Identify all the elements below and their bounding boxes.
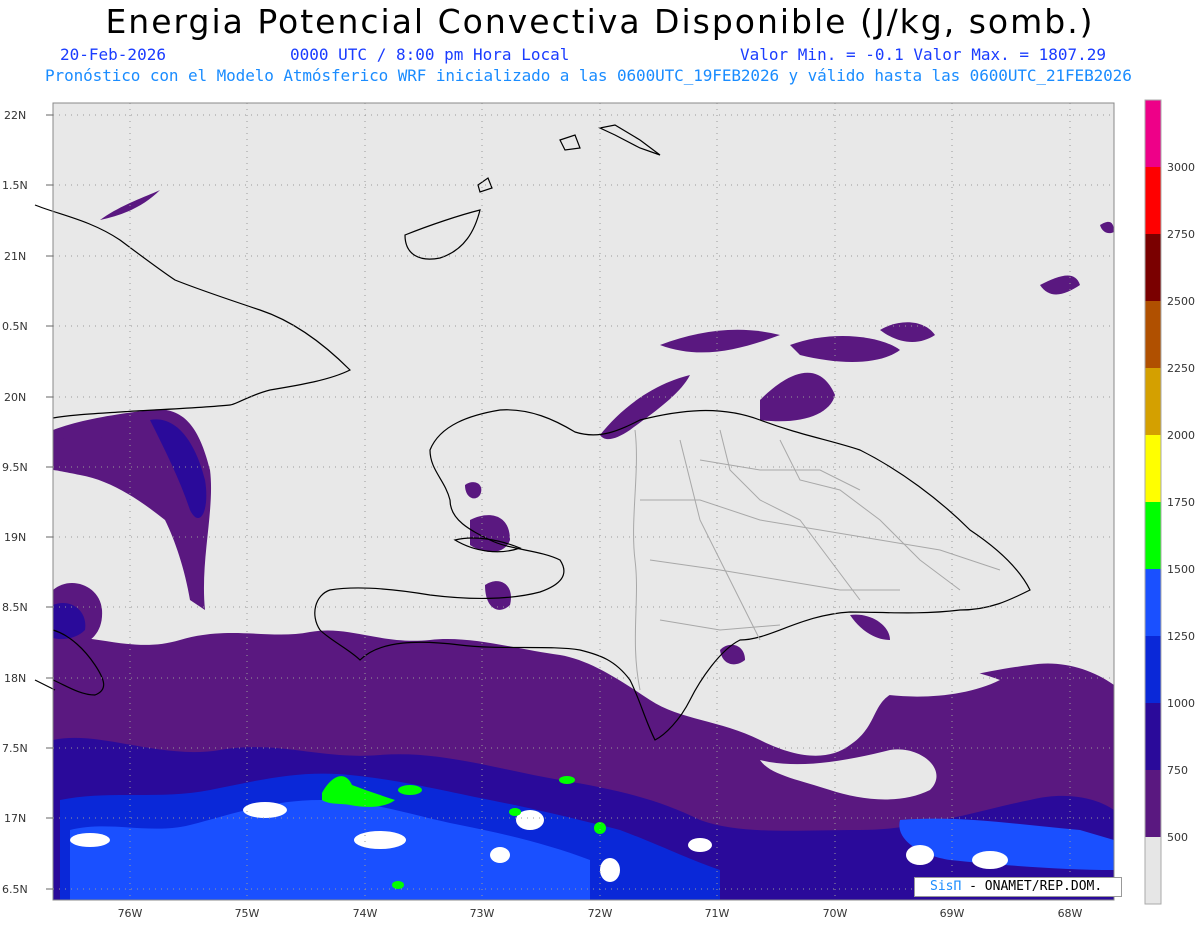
lat-label: 7.5N [2,742,28,755]
lat-label: 1.5N [2,179,28,192]
colorbar-segment [1145,167,1161,234]
colorbar-label: 500 [1167,831,1188,844]
lat-label: 19N [4,531,26,544]
lon-label: 69W [940,907,965,920]
lon-label: 68W [1058,907,1083,920]
colorbar-segment [1145,301,1161,368]
cape-1500-peak [322,776,395,807]
colorbar-segment [1145,569,1161,636]
colorbar-label: 1000 [1167,697,1195,710]
map-frame [52,102,1115,901]
lat-label: 18N [4,672,26,685]
forecast-subtitle: Pronóstico con el Modelo Atmósferico WRF… [45,66,1132,85]
lat-label: 20N [4,391,26,404]
credit-box: SisΠ - ONAMET/REP.DOM. [914,877,1122,897]
latitude-labels: 22N 1.5N 21N 0.5N 20N 9.5N 19N 8.5N 18N … [2,109,28,896]
cape-1250-band [70,800,590,900]
lon-label: 76W [118,907,143,920]
sispi-logo: SisΠ [930,879,962,894]
colorbar: 3000 2750 2500 2250 2000 1750 1500 1250 1000 750 5… [1144,99,1195,905]
colorbar-segment [1145,636,1161,703]
colorbar-label: 1500 [1167,563,1195,576]
forecast-date: 20-Feb-2026 [60,45,166,64]
longitude-labels: 76W 75W 74W 73W 72W 71W 70W 69W 68W [118,907,1083,920]
lon-label: 74W [353,907,378,920]
colorbar-label: 2250 [1167,362,1195,375]
map-title: Energia Potencial Convectiva Disponible … [105,2,1095,41]
lat-label: 9.5N [2,461,28,474]
forecast-time: 0000 UTC / 8:00 pm Hora Local [290,45,570,64]
colorbar-label: 750 [1167,764,1188,777]
colorbar-segment [1145,100,1161,167]
value-range: Valor Min. = -0.1 Valor Max. = 1807.29 [740,45,1107,64]
colorbar-label: 2000 [1167,429,1195,442]
lat-label: 8.5N [2,601,28,614]
colorbar-label: 1750 [1167,496,1195,509]
colorbar-segment [1145,837,1161,904]
colorbar-label: 1250 [1167,630,1195,643]
latitude-ticks [46,114,53,890]
lon-label: 71W [705,907,730,920]
colorbar-label: 2750 [1167,228,1195,241]
graticule [53,103,1114,900]
lat-label: 17N [4,812,26,825]
lon-label: 75W [235,907,260,920]
colorbar-label: 2500 [1167,295,1195,308]
lat-label: 22N [4,109,26,122]
colorbar-segment [1145,502,1161,569]
lat-label: 6.5N [2,883,28,896]
colorbar-frame [1144,99,1162,905]
lon-label: 70W [823,907,848,920]
colorbar-segment [1145,770,1161,837]
lon-label: 72W [588,907,613,920]
lat-label: 21N [4,250,26,263]
colorbar-segment [1145,435,1161,502]
lat-label: 0.5N [2,320,28,333]
colorbar-label: 3000 [1167,161,1195,174]
coastlines [34,124,1031,741]
lon-label: 73W [470,907,495,920]
colorbar-segment [1145,703,1161,770]
credit-text: - ONAMET/REP.DOM. [961,879,1103,894]
colorbar-segment [1145,234,1161,301]
colorbar-segment [1145,368,1161,435]
cape-shading [53,190,1114,900]
